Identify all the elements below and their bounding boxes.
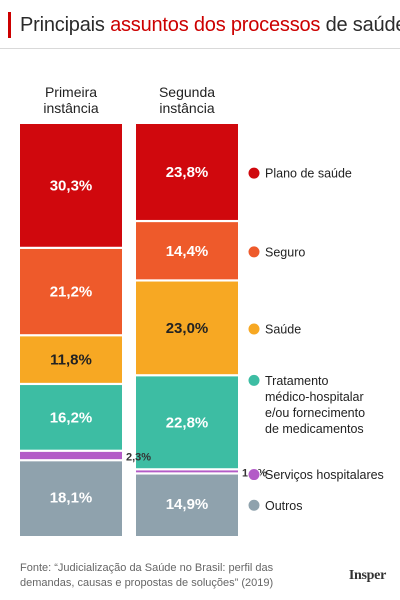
bar-segment — [20, 385, 122, 450]
bar-segment — [20, 248, 122, 335]
title-highlight: assuntos dos processos — [110, 14, 321, 36]
legend-label: Seguro — [265, 245, 305, 259]
category-label-line: Segunda — [158, 84, 216, 100]
bar-segment — [136, 474, 238, 536]
title-text: Principais assuntos dos processos de saú… — [20, 12, 400, 38]
legend-label: Outros — [265, 499, 303, 513]
legend-swatch — [247, 373, 261, 387]
legend-swatch — [247, 166, 261, 180]
data-label: 18,1% — [50, 490, 93, 507]
bar-segment — [136, 376, 238, 469]
bar-segment — [136, 124, 238, 220]
bar-segment — [20, 451, 122, 460]
data-label: 14,4% — [166, 243, 209, 260]
insper-logo: Insper — [348, 568, 386, 583]
data-label: 14,9% — [166, 496, 209, 513]
legend-swatch — [247, 468, 261, 482]
legend-label: de medicamentos — [265, 422, 364, 436]
legend-label: Plano de saúde — [265, 167, 352, 181]
category-label-line: Primeira — [44, 84, 98, 100]
legend-label: médico-hospitalar — [265, 390, 364, 404]
data-label: 21,2% — [50, 284, 93, 301]
data-label: 23,0% — [166, 320, 209, 337]
title-divider — [0, 48, 400, 49]
bar-segment — [20, 336, 122, 383]
data-label-outside: 2,3% — [126, 452, 151, 464]
legend-label: Saúde — [265, 322, 301, 336]
legend-label: Serviços hospitalares — [265, 468, 384, 482]
legend-swatch — [247, 322, 261, 336]
legend-swatch — [247, 498, 261, 512]
bar-segment — [136, 470, 238, 473]
data-label: 23,8% — [166, 164, 209, 181]
legend-label: Tratamento — [265, 374, 329, 388]
category-label-segunda: Segunda instância — [136, 84, 238, 116]
title-accent-bar — [8, 12, 11, 38]
legend-label: e/ou fornecimento — [265, 406, 365, 420]
data-label: 11,8% — [50, 352, 92, 369]
data-label: 30,3% — [50, 177, 93, 194]
source-note: Fonte: “Judicialização da Saúde no Brasi… — [20, 562, 274, 589]
category-label-line: instância — [159, 100, 215, 116]
bar-segment — [20, 124, 122, 247]
bar-segment — [136, 222, 238, 280]
category-label-primeira: Primeira instância — [20, 84, 122, 116]
stacked-bar-chart: 30,3% 23,8% 21,2% 14,4% 11,8% 23,0% 16,2% 22,8%… — [20, 124, 384, 536]
legend-swatch — [247, 245, 261, 259]
title-part-1: Principais — [20, 14, 111, 36]
data-label: 16,2% — [50, 409, 93, 426]
category-label-line: instância — [43, 100, 99, 116]
bar-segment — [136, 281, 238, 375]
chart-title: Principais assuntos dos processos de saú… — [8, 8, 400, 48]
data-label: 22,8% — [166, 414, 209, 431]
title-part-2: de saúde — [320, 14, 400, 36]
bar-segment — [20, 461, 122, 536]
